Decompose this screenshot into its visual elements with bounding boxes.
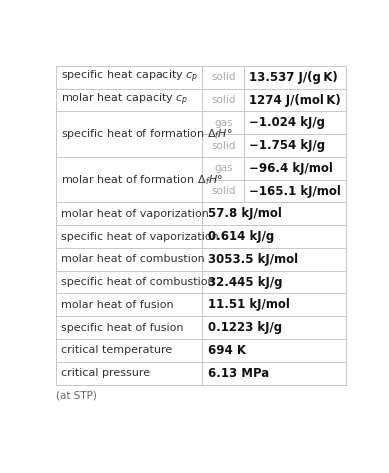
Text: −1.024 kJ/g: −1.024 kJ/g <box>249 116 325 129</box>
Text: specific heat of fusion: specific heat of fusion <box>61 323 183 333</box>
Text: 1274 J/(mol K): 1274 J/(mol K) <box>249 94 340 106</box>
Text: molar heat of combustion: molar heat of combustion <box>61 254 205 264</box>
Text: −165.1 kJ/mol: −165.1 kJ/mol <box>249 184 341 198</box>
Text: critical temperature: critical temperature <box>61 345 172 355</box>
Bar <box>56 66 345 385</box>
Text: 0.614 kJ/g: 0.614 kJ/g <box>208 230 274 243</box>
Text: solid: solid <box>211 72 236 82</box>
Text: solid: solid <box>211 140 236 150</box>
Text: −1.754 kJ/g: −1.754 kJ/g <box>249 139 325 152</box>
Text: molar heat of fusion: molar heat of fusion <box>61 300 173 310</box>
Text: solid: solid <box>211 95 236 105</box>
Text: molar heat capacity $c_p$: molar heat capacity $c_p$ <box>61 92 188 108</box>
Text: specific heat of vaporization: specific heat of vaporization <box>61 232 219 242</box>
Text: critical pressure: critical pressure <box>61 368 150 378</box>
Text: 57.8 kJ/mol: 57.8 kJ/mol <box>208 207 282 220</box>
Text: 3053.5 kJ/mol: 3053.5 kJ/mol <box>208 253 298 266</box>
Text: 11.51 kJ/mol: 11.51 kJ/mol <box>208 298 290 311</box>
Text: molar heat of vaporization: molar heat of vaporization <box>61 209 209 219</box>
Text: gas: gas <box>214 118 233 128</box>
Text: specific heat of formation $\Delta_f H°$: specific heat of formation $\Delta_f H°$ <box>61 127 233 141</box>
Text: specific heat capacity $c_p$: specific heat capacity $c_p$ <box>61 69 198 86</box>
Text: (at STP): (at STP) <box>56 391 97 401</box>
Text: −96.4 kJ/mol: −96.4 kJ/mol <box>249 162 333 175</box>
Text: gas: gas <box>214 163 233 173</box>
Text: 0.1223 kJ/g: 0.1223 kJ/g <box>208 321 282 334</box>
Text: 13.537 J/(g K): 13.537 J/(g K) <box>249 71 338 84</box>
Text: molar heat of formation $\Delta_f H°$: molar heat of formation $\Delta_f H°$ <box>61 173 223 186</box>
Text: 6.13 MPa: 6.13 MPa <box>208 367 269 380</box>
Text: 694 K: 694 K <box>208 344 246 357</box>
Text: solid: solid <box>211 186 236 196</box>
Text: 32.445 kJ/g: 32.445 kJ/g <box>208 276 282 289</box>
Text: specific heat of combustion: specific heat of combustion <box>61 277 214 287</box>
